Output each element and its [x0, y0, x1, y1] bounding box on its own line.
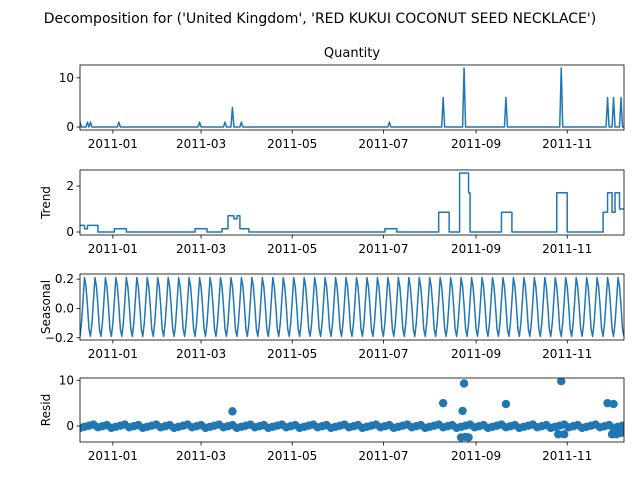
- resid-point: [618, 421, 624, 430]
- panel-4: Resid 0 10 2011-01 2011-03 2011-05 2011-07 2011…: [39, 373, 625, 463]
- plot-area: [80, 172, 624, 233]
- y-tick-label: 2: [66, 179, 74, 193]
- plot-area: [80, 67, 624, 128]
- axes-frame: [79, 169, 625, 236]
- y-tick-label: 0.0: [55, 301, 74, 315]
- y-tick-label: −0.2: [45, 331, 74, 345]
- resid-outlier-4: [458, 406, 467, 416]
- x-tick-label: 2011-07: [358, 137, 408, 151]
- y-tick-label: 0: [66, 419, 74, 433]
- x-tick-label: 2011-11: [542, 449, 592, 463]
- y-tick-label: 0: [66, 225, 74, 239]
- x-tick-label: 2011-07: [358, 242, 408, 256]
- x-tick-label: 2011-05: [267, 449, 317, 463]
- x-tick-label: 2011-01: [88, 242, 138, 256]
- resid-outlier-13: [609, 399, 618, 409]
- y-tick-label: 0: [66, 120, 74, 134]
- y-axis-label: Trend: [39, 186, 53, 220]
- axes-frame: [79, 377, 625, 443]
- x-tick-label: 2011-05: [267, 242, 317, 256]
- x-tick-label: 2011-11: [542, 347, 592, 361]
- x-tick-label: 2011-09: [451, 347, 501, 361]
- resid-outlier-2: [438, 398, 448, 408]
- figure-suptitle: Decomposition for ('United Kingdom', 'RE…: [44, 11, 596, 27]
- panel-title: Quantity: [324, 46, 380, 61]
- resid-outlier-1: [228, 407, 237, 416]
- x-tick-label: 2011-03: [176, 242, 226, 256]
- plot-area: [80, 276, 624, 338]
- resid-outlier-16: [616, 428, 624, 438]
- y-axis-label: Seasonal: [39, 280, 53, 334]
- x-tick-label: 2011-09: [451, 242, 501, 256]
- x-tick-label: 2011-05: [267, 347, 317, 361]
- y-tick-label: 10: [59, 373, 74, 387]
- y-axis-label: Resid: [39, 394, 53, 426]
- x-tick-label: 2011-03: [176, 449, 226, 463]
- x-tick-label: 2011-01: [88, 449, 138, 463]
- y-tick-label: 10: [59, 71, 74, 85]
- panel-1: Quantity 0 10 2011-01 2011-03 2011-05 2011-07 2…: [59, 46, 625, 151]
- resid-outlier-11: [560, 430, 569, 439]
- x-tick-label: 2011-11: [542, 137, 592, 151]
- x-tick-label: 2011-03: [176, 347, 226, 361]
- x-tick-label: 2011-09: [451, 137, 501, 151]
- axes-frame: [79, 273, 625, 341]
- y-tick-label: 0.2: [55, 272, 74, 286]
- trend-series-line: [80, 172, 624, 233]
- panel-2: Trend 0 2 2011-01 2011-03 2011-05 2011-07 2011-…: [39, 169, 625, 256]
- resid-outlier-9: [557, 378, 566, 386]
- axes-frame: [79, 64, 625, 131]
- x-tick-label: 2011-01: [88, 347, 138, 361]
- quantity-series-line: [80, 67, 624, 128]
- x-tick-label: 2011-01: [88, 137, 138, 151]
- resid-outlier-7: [464, 433, 473, 442]
- resid-outlier-8: [501, 399, 511, 409]
- x-tick-label: 2011-03: [176, 137, 226, 151]
- x-tick-label: 2011-11: [542, 242, 592, 256]
- x-tick-label: 2011-05: [267, 137, 317, 151]
- panel-3: Seasonal−0.2 0.0 0.2 2011-01 2011-03 2011-05 2…: [39, 272, 625, 361]
- seasonal-series-line: [80, 276, 624, 338]
- plot-area: [80, 378, 624, 442]
- x-tick-label: 2011-07: [358, 347, 408, 361]
- x-tick-label: 2011-07: [358, 449, 408, 463]
- resid-outlier-3: [459, 379, 469, 388]
- x-tick-label: 2011-09: [451, 449, 501, 463]
- resid-outlier-10: [554, 430, 563, 439]
